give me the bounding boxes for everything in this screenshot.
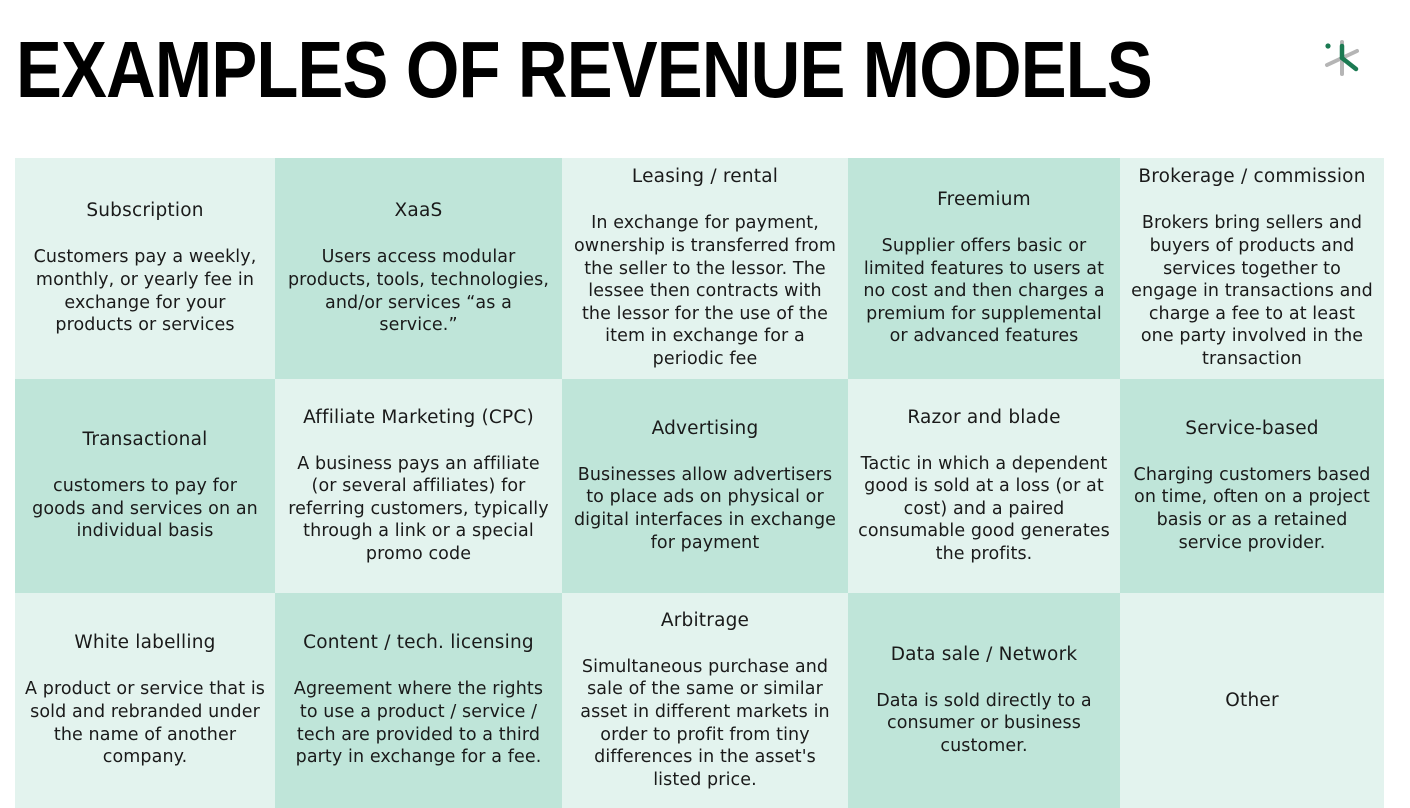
model-card-data-sale-network: Data sale / Network Data is sold directl… — [848, 593, 1120, 808]
model-title: Advertising — [651, 417, 759, 439]
model-card-leasing-rental: Leasing / rental In exchange for payment… — [562, 158, 848, 379]
model-card-razor-and-blade: Razor and blade Tactic in which a depend… — [848, 379, 1120, 593]
model-description: Brokers bring sellers and buyers of prod… — [1131, 213, 1373, 369]
model-title: Brokerage / commission — [1138, 166, 1366, 188]
model-card-subscription: Subscription Customers pay a weekly, mon… — [15, 158, 275, 379]
model-description: Users access modular products, tools, te… — [287, 247, 550, 336]
model-card-freemium: Freemium Supplier offers basic or limite… — [848, 158, 1120, 379]
model-card-affiliate-marketing: Affiliate Marketing (CPC) A business pay… — [275, 379, 562, 593]
model-card-advertising: Advertising Businesses allow advertisers… — [562, 379, 848, 593]
model-description: Tactic in which a dependent good is sold… — [858, 453, 1110, 564]
model-card-white-labelling: White labelling A product or service tha… — [15, 593, 275, 808]
model-description: Data is sold directly to a consumer or b… — [876, 690, 1092, 756]
model-title: Affiliate Marketing (CPC) — [303, 406, 534, 428]
model-title: Freemium — [937, 189, 1031, 211]
model-title: Transactional — [82, 429, 208, 451]
model-card-arbitrage: Arbitrage Simultaneous purchase and sale… — [562, 593, 848, 808]
model-description: Charging customers based on time, often … — [1133, 464, 1371, 553]
model-description: Businesses allow advertisers to place ad… — [573, 464, 837, 553]
model-card-transactional: Transactional customers to pay for goods… — [15, 379, 275, 593]
model-title: Razor and blade — [907, 406, 1061, 428]
model-title: Other — [1225, 689, 1279, 711]
model-title: Leasing / rental — [631, 166, 779, 188]
model-description: Simultaneous purchase and sale of the sa… — [580, 656, 830, 790]
model-description: Supplier offers basic or limited feature… — [863, 236, 1105, 347]
model-title: White labelling — [74, 632, 216, 654]
model-title: Service-based — [1185, 417, 1319, 439]
model-title: XaaS — [394, 200, 443, 222]
model-description: Customers pay a weekly, monthly, or year… — [33, 247, 257, 336]
model-card-xaas: XaaS Users access modular products, tool… — [275, 158, 562, 379]
page-title: EXAMPLES OF REVENUE MODELS — [16, 25, 1153, 114]
model-title: Content / tech. licensing — [303, 632, 534, 654]
model-title: Subscription — [86, 200, 204, 222]
model-description: In exchange for payment, ownership is tr… — [573, 213, 837, 369]
model-description: Agreement where the rights to use a prod… — [293, 679, 544, 768]
model-description: A business pays an affiliate (or several… — [288, 453, 549, 564]
asterisk-logo-icon — [1325, 40, 1359, 76]
model-title: Arbitrage — [660, 609, 750, 631]
model-description: customers to pay for goods and services … — [32, 476, 258, 542]
model-title: Data sale / Network — [890, 643, 1078, 665]
revenue-models-grid: Subscription Customers pay a weekly, mon… — [15, 158, 1384, 808]
model-card-other: Other — [1120, 593, 1384, 808]
model-card-content-tech-licensing: Content / tech. licensing Agreement wher… — [275, 593, 562, 808]
model-description: A product or service that is sold and re… — [25, 679, 265, 768]
model-card-brokerage-commission: Brokerage / commission Brokers bring sel… — [1120, 158, 1384, 379]
model-card-service-based: Service-based Charging customers based o… — [1120, 379, 1384, 593]
